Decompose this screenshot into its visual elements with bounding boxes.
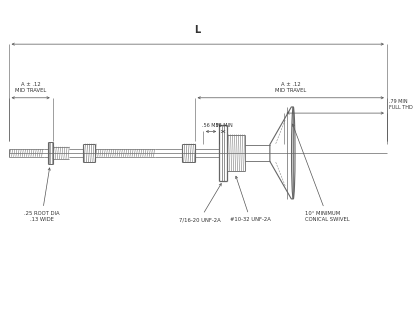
Text: .56 MIN: .56 MIN bbox=[214, 124, 233, 129]
Text: .79 MIN
FULL THD: .79 MIN FULL THD bbox=[389, 99, 413, 110]
Text: 10° MINIMUM
CONICAL SWIVEL: 10° MINIMUM CONICAL SWIVEL bbox=[292, 124, 349, 222]
Text: 7/16-20 UNF-2A: 7/16-20 UNF-2A bbox=[179, 183, 221, 222]
Text: A ± .12
MID TRAVEL: A ± .12 MID TRAVEL bbox=[15, 82, 46, 93]
Text: .56 MIN: .56 MIN bbox=[202, 124, 220, 129]
Text: A ± .12
MID TRAVEL: A ± .12 MID TRAVEL bbox=[275, 82, 306, 93]
Text: #10-32 UNF-2A: #10-32 UNF-2A bbox=[230, 176, 271, 222]
Text: .25 ROOT DIA
.13 WIDE: .25 ROOT DIA .13 WIDE bbox=[24, 168, 59, 222]
Text: L: L bbox=[195, 25, 201, 35]
